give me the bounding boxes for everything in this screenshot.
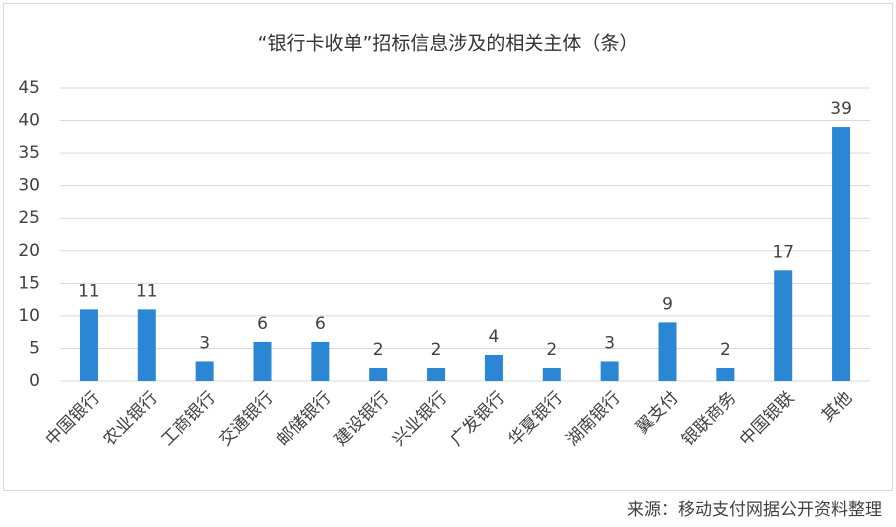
chart-title: “银行卡收单”招标信息涉及的相关主体（条） <box>258 33 639 55</box>
x-tick-label: 翼支付 <box>632 388 682 438</box>
x-tick-label: 农业银行 <box>100 388 162 450</box>
bar <box>427 367 446 381</box>
source-note: 来源：移动支付网据公开资料整理 <box>627 500 882 520</box>
bar <box>832 127 851 381</box>
bar <box>137 309 156 381</box>
data-label: 2 <box>431 340 442 360</box>
x-tick-label: 广发银行 <box>447 388 509 450</box>
data-label: 17 <box>772 242 794 262</box>
bar <box>79 309 98 381</box>
data-label: 9 <box>662 294 673 314</box>
x-tick-label: 兴业银行 <box>389 388 451 450</box>
y-tick-label: 35 <box>18 143 40 163</box>
bar <box>542 367 561 381</box>
x-tick-label: 中国银联 <box>736 388 798 450</box>
x-tick-label: 邮储银行 <box>273 388 335 450</box>
bar <box>195 361 214 381</box>
bar <box>774 270 793 381</box>
y-tick-label: 25 <box>18 208 40 228</box>
data-label: 3 <box>199 333 210 353</box>
y-tick-label: 20 <box>18 241 40 261</box>
x-tick-label: 华夏银行 <box>505 388 567 450</box>
data-label: 4 <box>489 327 500 347</box>
data-label: 39 <box>830 99 852 119</box>
x-tick-label: 工商银行 <box>157 388 219 450</box>
y-tick-label: 0 <box>29 371 40 391</box>
bar <box>253 341 272 381</box>
data-label: 11 <box>78 281 100 301</box>
chart-border <box>3 3 893 491</box>
bar <box>484 354 503 381</box>
data-label: 2 <box>546 340 557 360</box>
y-tick-label: 15 <box>18 273 40 293</box>
bar <box>311 341 330 381</box>
y-tick-label: 30 <box>18 176 40 196</box>
x-tick-label: 银联商务 <box>678 388 740 450</box>
x-tick-label: 中国银行 <box>42 388 104 450</box>
x-tick-label: 湖南银行 <box>562 388 624 450</box>
x-tick-label: 交通银行 <box>215 388 277 450</box>
bar <box>600 361 619 381</box>
y-tick-label: 10 <box>18 306 40 326</box>
y-tick-label: 5 <box>29 338 40 358</box>
y-tick-label: 45 <box>18 78 40 98</box>
y-tick-label: 40 <box>18 111 40 131</box>
bar <box>716 367 735 381</box>
data-label: 6 <box>257 314 268 334</box>
x-tick-label: 建设银行 <box>331 388 393 450</box>
data-label: 11 <box>136 281 158 301</box>
data-label: 2 <box>373 340 384 360</box>
data-label: 6 <box>315 314 326 334</box>
x-tick-label: 其他 <box>818 388 856 426</box>
data-label: 2 <box>720 340 731 360</box>
data-label: 3 <box>604 333 615 353</box>
bar <box>658 322 677 381</box>
bar <box>369 367 388 381</box>
